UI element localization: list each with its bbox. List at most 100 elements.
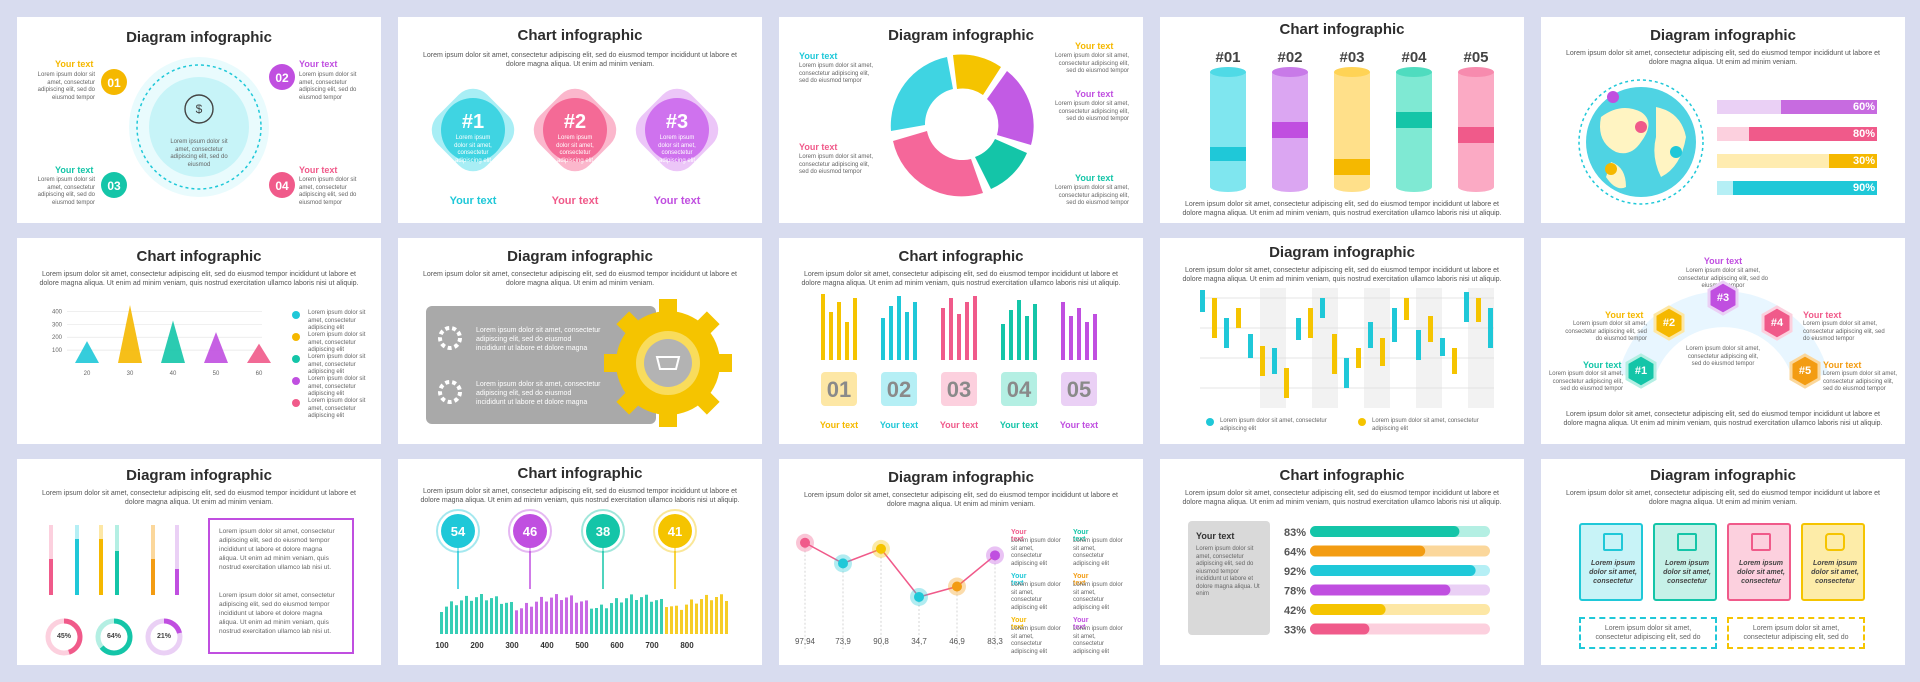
slide-diagram-9[interactable]: Diagram infographic Lorem ipsum dolor si…: [1160, 238, 1524, 444]
col-label-1: #01: [1215, 49, 1241, 66]
marker-value: 38: [596, 524, 610, 539]
bar-mark: [655, 600, 658, 634]
badge-1-text: Lorem ipsum dolor sit amet, consectetur …: [454, 135, 492, 164]
slide-diagram-10[interactable]: Your text Lorem ipsum dolor sit amet, co…: [1541, 238, 1905, 444]
xtick-label: 400: [540, 641, 554, 650]
bar-mark: [520, 608, 523, 634]
bar-mark: [470, 600, 473, 634]
marker-chart: 100 200 300 400 500 600 700 800 54 46 38 41: [435, 509, 728, 650]
intro-text: Lorem ipsum dolor sit amet, consectetur …: [1182, 490, 1502, 506]
bar-mark: [465, 595, 468, 634]
slide-diagram-7[interactable]: Diagram infographic Lorem ipsum dolor si…: [398, 238, 762, 444]
legend-text-5: Lorem ipsum dolor sit amet, consectetur …: [308, 398, 366, 419]
legend-label-3: Your text: [1011, 573, 1027, 587]
intro-text: Lorem ipsum dolor sit amet, consectetur …: [801, 271, 1121, 287]
label-5: Your text: [1059, 420, 1099, 430]
legend-label-2: Your text: [1073, 529, 1089, 543]
hbar-chart: 83% 64% 92% 78% 42% 33%: [1284, 526, 1490, 637]
slide-title: Diagram infographic: [1650, 27, 1796, 44]
desc-1: Lorem ipsum dolor sit amet, consectetur …: [1548, 371, 1623, 392]
badge-1-num: #1: [461, 111, 485, 133]
xtick-label: 50: [213, 371, 220, 377]
hex-2: #2: [1662, 317, 1676, 329]
desc-left-bottom: Lorem ipsum dolor sit amet, consectetur …: [799, 154, 874, 175]
bar-mark: [1310, 565, 1476, 576]
bar-label-4: 90%: [1852, 182, 1875, 194]
hex-4: #4: [1770, 317, 1784, 329]
slide-diagram-5[interactable]: Diagram infographic Lorem ipsum dolor si…: [1541, 17, 1905, 223]
slide-chart-4[interactable]: Chart infographic #01 #02 #03 #04 #05 Lo…: [1160, 17, 1524, 223]
label-4: Your text: [1803, 310, 1842, 320]
card-4[interactable]: Lorem ipsum dolor sit amet, consectetur: [1801, 523, 1865, 601]
badge-3-label: Your text: [653, 195, 701, 207]
bar-label: 78%: [1284, 586, 1306, 598]
num-05: 05: [1066, 377, 1092, 402]
bar-mark: [480, 594, 483, 634]
label-4: Your text: [999, 420, 1039, 430]
legend-text-3: Lorem ipsum dolor sit amet, consectetur …: [308, 354, 366, 375]
bar-track-4: [1717, 181, 1877, 195]
slide-title: Chart infographic: [517, 465, 643, 482]
slide-title: Diagram infographic: [126, 467, 272, 484]
slide-chart-14[interactable]: Chart infographic Lorem ipsum dolor sit …: [1160, 459, 1524, 665]
legend-desc-5: Lorem ipsum dolor sit amet, consectetur …: [1011, 626, 1061, 655]
label-right-2: Your text: [1075, 89, 1114, 99]
badge-3-text: Lorem ipsum dolor sit amet, consectetur …: [658, 135, 696, 164]
label-3: Your text: [55, 165, 94, 175]
legend-text-1: Lorem ipsum dolor sit amet, consectetur …: [1220, 418, 1327, 432]
slide-title: Diagram infographic: [126, 29, 272, 46]
label-4: Your text: [299, 165, 338, 175]
peak-mark: [75, 341, 99, 363]
mail-icon: [1751, 533, 1771, 551]
card-2[interactable]: Lorem ipsum dolor sit amet, consectetur: [1653, 523, 1717, 601]
slide-diagram-15[interactable]: Diagram infographic Lorem ipsum dolor si…: [1541, 459, 1905, 665]
slide-chart-12[interactable]: Chart infographic Lorem ipsum dolor sit …: [398, 459, 762, 665]
bar-mark: [440, 612, 443, 634]
slide-chart-6[interactable]: Chart infographic Lorem ipsum dolor sit …: [17, 238, 381, 444]
slide-diagram-1[interactable]: Diagram infographic $ 01 02 03 04 Lorem …: [17, 17, 381, 223]
desc-left-top: Lorem ipsum dolor sit amet, consectetur …: [799, 63, 874, 84]
bar-label: 33%: [1284, 625, 1306, 637]
bar-mark: [1310, 545, 1426, 557]
footer-text: Lorem ipsum dolor sit amet, consectetur …: [1563, 411, 1883, 427]
card-3[interactable]: Lorem ipsum dolor sit amet, consectetur: [1727, 523, 1791, 601]
xtick-label: 500: [575, 641, 589, 650]
legend-item-5: [292, 399, 300, 407]
label-5: Your text: [1823, 360, 1862, 370]
bar-mark: [675, 605, 678, 634]
marker-bubble: [658, 514, 692, 548]
badge-3-num: #3: [665, 111, 689, 133]
peak-mark: [118, 305, 142, 363]
intro-text: Lorem ipsum dolor sit amet, consectetur …: [804, 492, 1118, 508]
legend-label-4: Your text: [1073, 573, 1089, 587]
xtick-label: 800: [680, 641, 694, 650]
hex-3: #3: [1716, 292, 1730, 304]
slide-diagram-11[interactable]: Diagram infographic Lorem ipsum dolor si…: [17, 459, 381, 665]
col-label-5: #05: [1463, 49, 1489, 66]
gear-graphic: [438, 299, 732, 427]
bar-mark: [680, 609, 683, 634]
legend-desc-3: Lorem ipsum dolor sit amet, consectetur …: [1011, 582, 1061, 611]
slide-diagram-3[interactable]: Diagram infographic Your text Lorem ipsu…: [779, 17, 1143, 223]
data-point: [876, 543, 886, 554]
bar-label: 92%: [1284, 566, 1306, 578]
bar-label-3: 30%: [1852, 155, 1875, 167]
slide-diagram-13[interactable]: Diagram infographic Lorem ipsum dolor si…: [779, 459, 1143, 665]
legend-desc-1: Lorem ipsum dolor sit amet, consectetur …: [1011, 538, 1061, 567]
bar-mark: [490, 598, 493, 634]
data-point: [838, 558, 848, 569]
card-1[interactable]: Lorem ipsum dolor sit amet, consectetur: [1579, 523, 1643, 601]
legend-text-2: Lorem ipsum dolor sit amet, consectetur …: [308, 332, 366, 353]
desc-4: Lorem ipsum dolor sit amet, consectetur …: [1803, 321, 1885, 342]
slide-title: Chart infographic: [136, 248, 262, 265]
bar-mark: [560, 600, 563, 634]
bar-mark: [525, 602, 528, 634]
donut-1-value: 45%: [56, 633, 71, 640]
slide-chart-8[interactable]: Chart infographic Lorem ipsum dolor sit …: [779, 238, 1143, 444]
slide-chart-2[interactable]: Chart infographic Lorem ipsum dolor sit …: [398, 17, 762, 223]
bar-label-1: 60%: [1852, 101, 1875, 113]
bar-mark: [610, 603, 613, 634]
desc-2: Lorem ipsum dolor sit amet, consectetur …: [1565, 321, 1647, 342]
bar-mark: [475, 597, 478, 634]
step-02: 02: [275, 71, 289, 85]
